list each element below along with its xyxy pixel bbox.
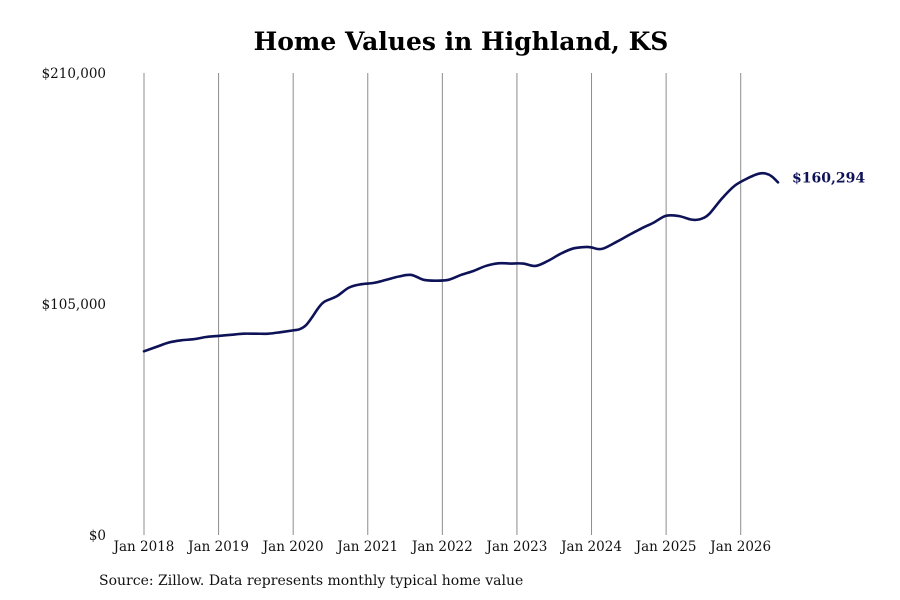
end-value-label: $160,294 [792,170,865,186]
series-layer [142,171,780,353]
x-tick-label: Jan 2020 [261,539,324,555]
x-tick-label: Jan 2022 [410,539,473,555]
chart-title: Home Values in Highland, KS [253,27,669,56]
x-tick-label: Jan 2024 [559,539,622,555]
source-note: Source: Zillow. Data represents monthly … [99,573,524,589]
axis-labels: Jan 2018 Jan 2019 Jan 2020 Jan 2021 Jan 2022… [42,66,866,555]
x-tick-label: Jan 2025 [634,539,697,555]
x-tick-label: Jan 2023 [485,539,548,555]
grid-lines [143,73,742,535]
x-tick-label: Jan 2026 [708,539,771,555]
x-tick-label: Jan 2021 [335,539,398,555]
x-tick-label: Jan 2018 [112,539,175,555]
x-tick-label: Jan 2019 [186,539,249,555]
y-tick-label: $210,000 [42,66,106,82]
series-line-0 [142,171,780,353]
y-tick-label: $105,000 [42,297,106,313]
y-tick-label: $0 [89,528,106,544]
